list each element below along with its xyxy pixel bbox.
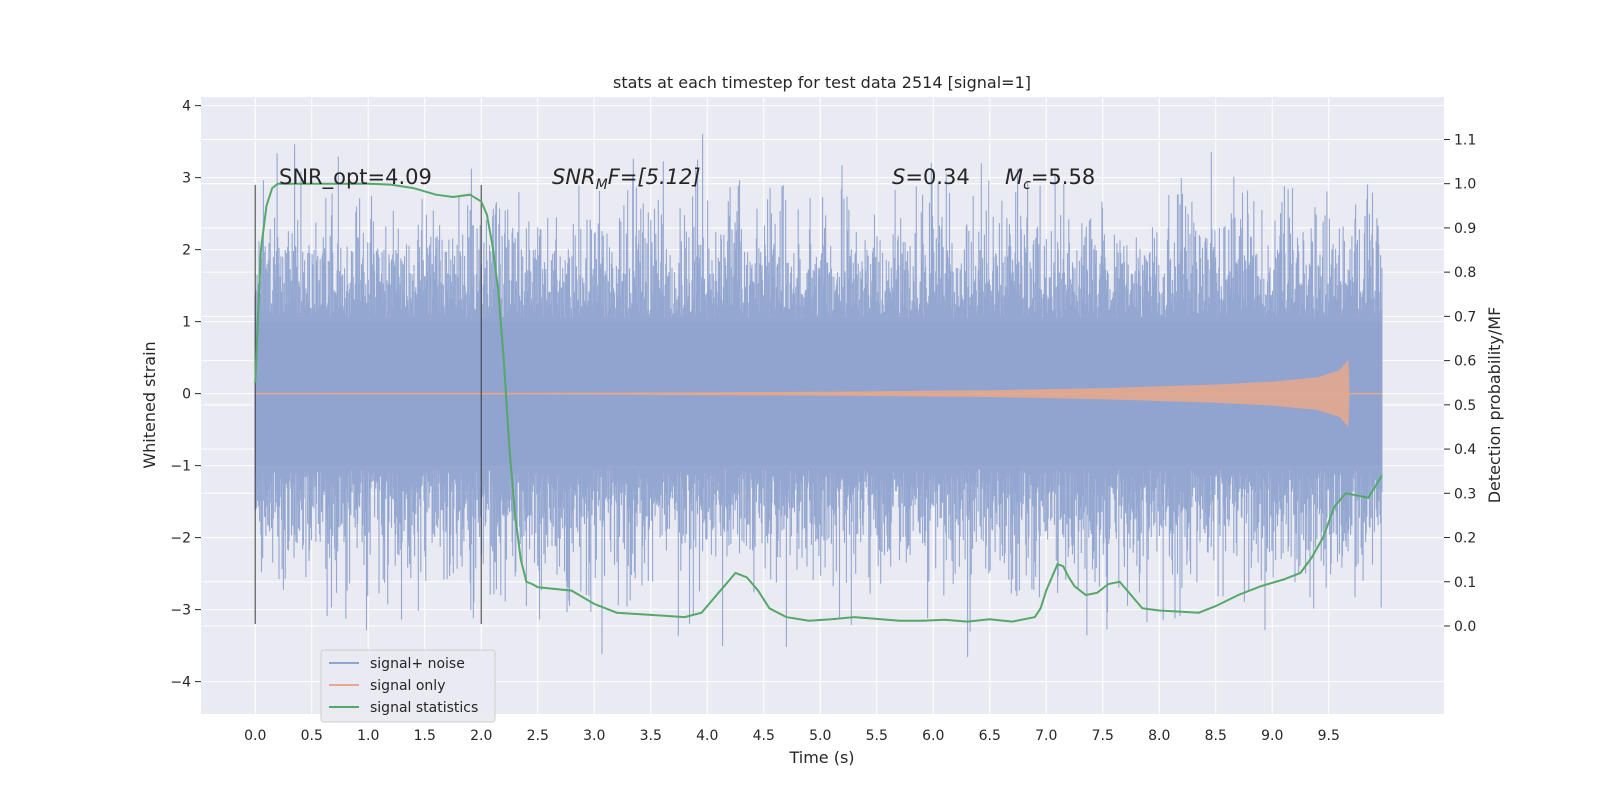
y2-tick-label: 0.8 <box>1454 265 1476 281</box>
y2-tick-label: 0.9 <box>1454 221 1476 237</box>
s-symbol: S <box>892 165 905 189</box>
x-tick-label: 5.0 <box>809 728 831 744</box>
x-tick-label: 3.5 <box>640 728 662 744</box>
x-tick-label: 8.0 <box>1148 728 1170 744</box>
mc-subscript: c <box>1023 177 1031 193</box>
snr-mf-main: SNR <box>552 165 596 189</box>
y2-tick-label: 0.1 <box>1454 575 1476 591</box>
x-tick-label: 0.5 <box>301 728 323 744</box>
x-tick-label: 7.5 <box>1092 728 1114 744</box>
x-tick-label: 3.0 <box>583 728 605 744</box>
y-tick-label: −1 <box>170 459 191 475</box>
s-value: =0.34 <box>905 165 969 189</box>
y-tick-label: 2 <box>182 243 191 259</box>
x-tick-label: 5.5 <box>866 728 888 744</box>
y2-tick-label: 0.6 <box>1454 354 1476 370</box>
legend-label-signal-noise: signal+ noise <box>370 656 465 672</box>
x-tick-label: 6.5 <box>979 728 1001 744</box>
vertical-markers <box>254 184 482 625</box>
x-tick-label: 9.5 <box>1318 728 1340 744</box>
y2-tick-label: 0.7 <box>1454 309 1476 325</box>
y2-tick-label: 0.0 <box>1454 619 1476 635</box>
x-tick-label: 2.5 <box>527 728 549 744</box>
x-tick-label: 0.0 <box>244 728 266 744</box>
y2-axis-label: Detection probability/MF <box>1485 307 1504 504</box>
x-tick-label: 7.0 <box>1035 728 1057 744</box>
x-tick-label: 2.0 <box>470 728 492 744</box>
legend: signal+ noise signal only signal statist… <box>320 649 496 723</box>
chart-title: stats at each timestep for test data 251… <box>613 73 1031 92</box>
snr-mf-subscript: M <box>596 177 608 193</box>
y-tick-label: 0 <box>182 387 191 403</box>
x-tick-label: 8.5 <box>1205 728 1227 744</box>
y-axis-ticks: 4 3 2 1 0 −1 −2 −3 −4 <box>170 99 201 691</box>
y-tick-label: 4 <box>182 99 191 115</box>
y-tick-label: −3 <box>170 603 191 619</box>
y2-tick-label: 0.2 <box>1454 531 1476 547</box>
y-tick-label: 1 <box>182 315 191 331</box>
signal-statistics-series <box>254 182 1383 623</box>
x-tick-label: 1.5 <box>414 728 436 744</box>
y-tick-label: 3 <box>182 171 191 187</box>
x-tick-label: 4.5 <box>753 728 775 744</box>
x-tick-label: 9.0 <box>1261 728 1283 744</box>
annotation-s: S=0.34 <box>892 165 970 189</box>
y2-tick-label: 1.1 <box>1454 132 1476 148</box>
y-tick-label: −4 <box>170 675 191 691</box>
mc-main: M <box>1005 165 1023 189</box>
y2-tick-label: 0.4 <box>1454 442 1476 458</box>
mc-value: =5.58 <box>1031 165 1095 189</box>
legend-label-signal-statistics: signal statistics <box>370 700 478 716</box>
annotation-mc: Mc=5.58 <box>1005 165 1095 193</box>
x-axis-label: Time (s) <box>788 748 854 767</box>
snr-mf-rest: F=[5.12] <box>608 165 701 189</box>
legend-label-signal-only: signal only <box>370 678 445 694</box>
y-tick-label: −2 <box>170 531 191 547</box>
y2-tick-label: 0.5 <box>1454 398 1476 414</box>
legend-box <box>320 649 496 723</box>
signal-statistics-line <box>254 182 1383 623</box>
x-tick-label: 6.0 <box>922 728 944 744</box>
annotation-snr-mf: SNRMF=[5.12] <box>552 165 701 193</box>
y2-tick-label: 1.0 <box>1454 177 1476 193</box>
y-axis-label: Whitened strain <box>140 341 159 468</box>
x-axis-ticks: 0.0 0.5 1.0 1.5 2.0 2.5 3.0 3.5 4.0 4.5 5.0 5.5 6.0 6… <box>244 728 1340 744</box>
y2-tick-label: 0.3 <box>1454 486 1476 502</box>
annotation-snr-opt: SNR_opt=4.09 <box>279 165 432 190</box>
x-tick-label: 1.0 <box>357 728 379 744</box>
x-tick-label: 4.0 <box>696 728 718 744</box>
y2-axis-ticks: 1.1 1.0 0.9 0.8 0.7 0.6 0.5 0.4 0.3 0.2 0.1 0.0 <box>1444 132 1476 635</box>
signal-only-series <box>255 359 1382 428</box>
